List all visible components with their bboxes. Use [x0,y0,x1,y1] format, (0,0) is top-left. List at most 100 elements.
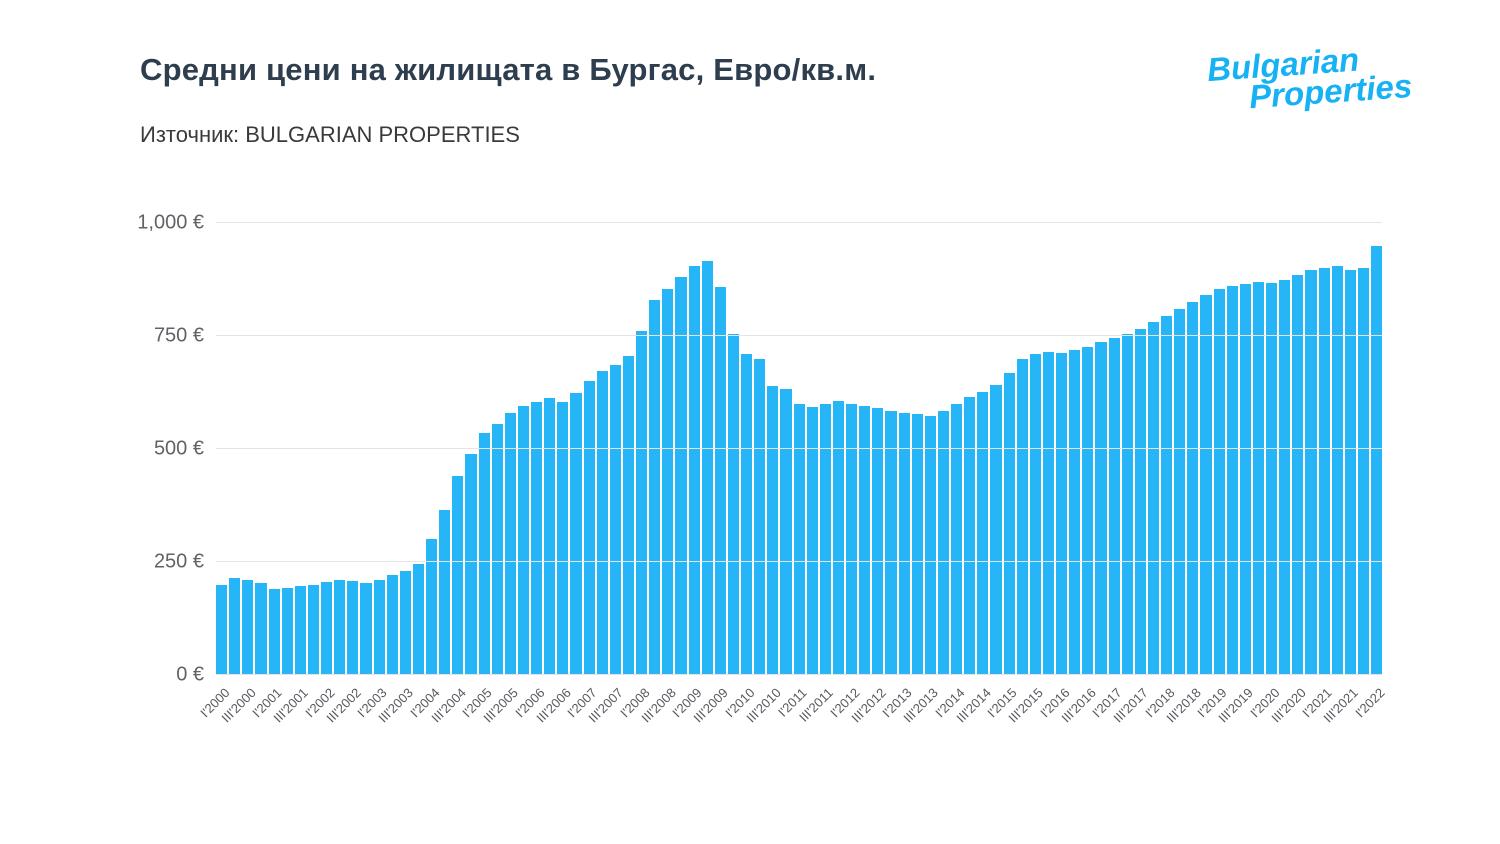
bar [216,584,228,675]
bar [767,385,779,675]
bar-slot: I'2021 [1299,223,1335,720]
bar [1279,279,1291,675]
bar [872,408,884,675]
bar [754,358,766,675]
bar [307,584,319,675]
bar [1305,270,1317,675]
bar-slot [885,223,897,675]
bar-slot [701,223,713,675]
bar [1266,282,1278,675]
bar-slot: III'2007 [585,223,626,725]
bar-slot: I'2003 [354,223,390,720]
bar [675,277,687,675]
bar-slot: III'2013 [900,223,941,725]
bar-slot [964,223,976,675]
bar-slot [255,223,267,675]
bar [1069,350,1081,675]
bar-slot [596,223,608,675]
bar-slot: I'2022 [1352,223,1387,720]
bar [609,365,621,675]
bar [622,356,634,675]
bar-slot [307,223,319,675]
bar-slot: I'2006 [512,223,547,720]
bar-slot: I'2020 [1247,223,1282,720]
bar [373,580,385,675]
bar [1357,268,1369,675]
bar [1200,295,1212,675]
bar-slot: III'2020 [1268,223,1308,725]
bar [1371,245,1383,675]
bar-slot [859,223,871,675]
bar [452,476,464,675]
gridline [216,561,1382,562]
bar [1161,315,1173,675]
x-axis-tick-label: I'2022 [1351,685,1388,721]
bar-slot [570,223,582,675]
y-axis-tick-label: 500 € [153,437,204,460]
bar-slot [675,223,687,675]
bar-slot [780,223,792,675]
bar-slot [465,223,477,675]
bar [1121,333,1133,675]
bar-slot: I'2000 [197,223,232,720]
bar [649,299,661,675]
bar [1213,288,1225,675]
y-axis-tick-label: 250 € [153,550,204,573]
bar-slot [727,223,739,675]
bar [898,412,910,675]
bar [465,453,477,675]
bar-slot: I'2017 [1089,223,1125,720]
bar-slot: I'2007 [564,223,600,720]
bar [924,416,936,675]
bar-slot: III'2010 [743,223,783,725]
bar-slot [1279,223,1291,675]
bar-slot: III'2021 [1320,223,1361,725]
bar [360,582,372,675]
bar [1042,351,1054,675]
bar [1056,352,1068,675]
bar [478,433,490,675]
bar [517,406,529,675]
bar-chart: I'2000 III'2000 I'2001 III'2001 I'2002 III'20… [137,205,1387,805]
bar [386,574,398,675]
bar [531,401,543,675]
bar-slot: I'2014 [932,223,967,720]
bar [819,403,831,675]
bar [977,391,989,675]
bar [741,354,753,675]
bar-slot: III'2009 [690,223,731,725]
bar-slot: I'2009 [669,223,705,720]
gridline [216,222,1382,223]
bar-slot: III'2003 [375,223,416,725]
y-axis-tick-label: 0 € [176,663,204,686]
bar [911,414,923,675]
bar-slot: III'2005 [480,223,521,725]
bar-slot [517,223,529,675]
bar [636,331,648,675]
bar-slot [1200,223,1212,675]
bar [544,398,556,675]
bar [426,539,438,675]
bar [399,571,411,675]
bar [504,412,516,675]
bar [846,403,858,675]
bar [557,402,569,675]
page-title: Средни цени на жилищата в Бургас, Евро/к… [140,52,877,87]
bar-slot: III'2006 [533,223,573,725]
bar-slot [1016,223,1028,675]
gridline [216,335,1382,336]
bar-slot: III'2002 [323,223,363,725]
bar [334,580,346,675]
bar [662,288,674,675]
bar-slot: I'2005 [459,223,495,720]
bar [714,287,726,675]
bar [491,424,503,675]
bar-slot [806,223,818,675]
bar-slot: I'2018 [1142,223,1177,720]
bar [242,580,254,675]
bar [412,564,424,675]
bar [1187,301,1199,675]
bar [281,587,293,675]
bar-slot: I'2001 [249,223,285,720]
